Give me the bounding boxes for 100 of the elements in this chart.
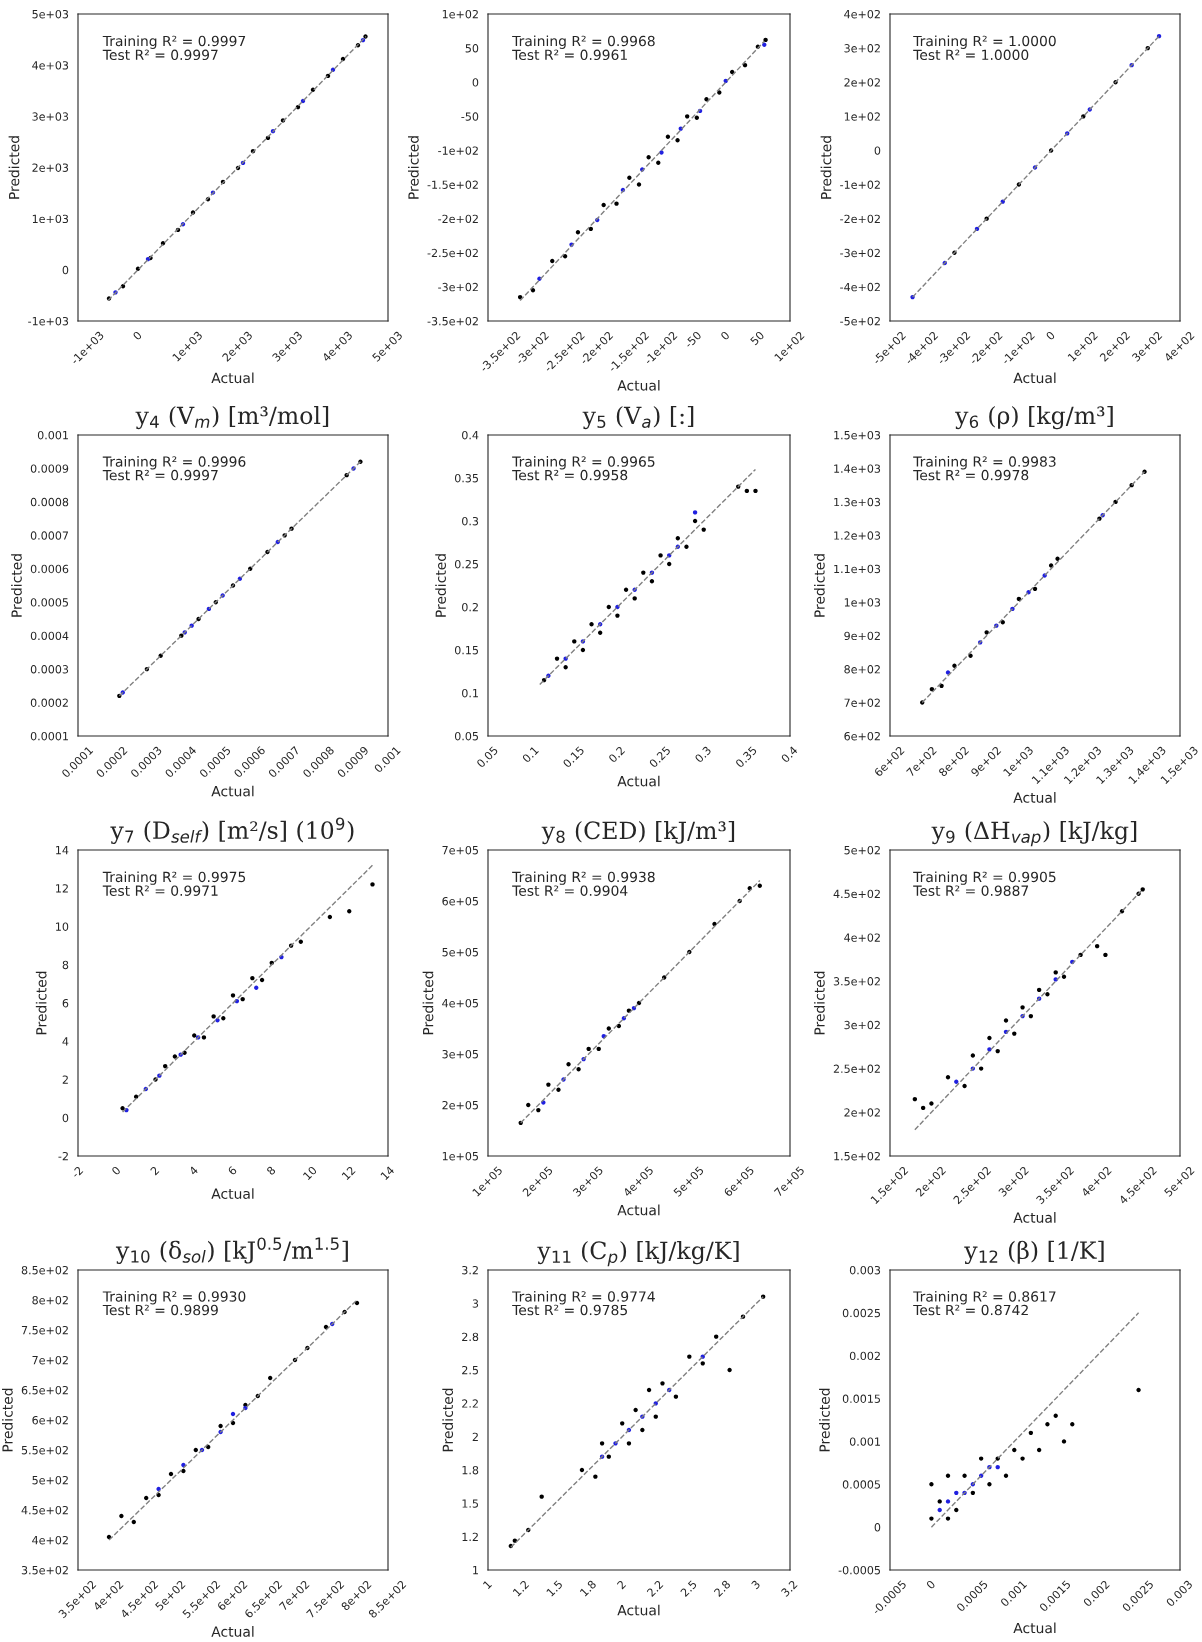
point [1053,970,1058,975]
y-tick-label: 1.2 [462,1532,478,1541]
y-tick-label: 9e+02 [844,631,880,641]
y-tick-label: 7e+05 [442,845,478,855]
point [1028,1013,1034,1019]
x-axis-title: Actual [211,372,254,384]
x-tick-label: 3.2 [780,1579,798,1597]
point [1045,992,1050,997]
y-tick-label: 1e+03 [844,598,881,607]
y-tick-label: 3e+02 [844,44,880,53]
y-axis-title: Predicted [422,971,434,1035]
y-tick-label: 5e+03 [32,9,69,19]
y-tick-label: -2 [58,1151,68,1161]
annotation: Test R² = 0.9997 [102,469,218,481]
annotation: Test R² = 0.9978 [913,469,1029,481]
chart-title: y$_{10}$ (δ$_{sol}$) [kJ$^{0.5}$/m$^{1.5}$] [115,1237,348,1264]
y-tick-label: 4e+05 [442,998,478,1008]
y-tick-label: 8e+02 [32,1295,68,1305]
point [218,1423,223,1429]
y-tick-label: 6e+02 [844,731,880,741]
chart-title: y$_{12}$ (β) [1/K] [964,1240,1104,1265]
x-tick-label: 0 [720,330,730,341]
point [929,1101,934,1106]
x-tick-label: 0.1 [521,745,539,764]
point [633,1407,638,1413]
annotation: Training R² = 0.9905 [913,871,1056,885]
point [354,1300,360,1306]
point [692,518,698,524]
point [530,288,536,293]
x-tick-label: 0 [1045,330,1056,341]
annotation: Test R² = 1.0000 [913,49,1029,61]
point [641,570,646,575]
y-tick-label: 7e+02 [32,1355,68,1365]
y-tick-label: 3 [472,1299,479,1308]
annotation: Training R² = 0.9774 [512,1291,655,1305]
point [1012,1447,1017,1453]
point [920,1105,926,1111]
annotation: Training R² = 0.9968 [512,35,655,49]
point [201,1035,207,1040]
y-tick-label: 8 [62,960,69,970]
point [106,1534,112,1540]
x-axis-title: Actual [1013,372,1056,384]
x-tick-label: 0.4 [780,745,799,764]
x-axis-title: Actual [617,379,660,391]
point [597,630,603,635]
x-axis-title: Actual [1013,1212,1056,1223]
x-axis-title: Actual [1013,792,1056,803]
point [1020,1456,1025,1461]
point [230,993,236,998]
chart-title: y$_{9}$ (ΔH$_{vap}$) [kJ/kg] [931,820,1137,847]
y-tick-label: 0.35 [454,473,478,483]
point [984,630,989,635]
y-tick-label: 1.3e+03 [834,497,881,507]
y-tick-label: -3e+02 [840,248,880,258]
y-tick-label: 0.2 [462,602,478,612]
point [660,1381,665,1386]
x-tick-label: 1 [482,1579,492,1590]
y-tick-label: 0.0003 [30,665,69,674]
point [757,883,762,888]
annotation: Training R² = 0.8617 [913,1291,1056,1305]
x-tick-label: 0 [132,330,143,341]
x-axis-title: Actual [211,1188,254,1199]
y-tick-label: 0.05 [454,731,478,741]
x-axis-title: Actual [211,1626,254,1637]
y-tick-label: 4.5e+02 [21,1505,68,1515]
x-axis-title: Actual [617,1204,660,1216]
x-axis-title: Actual [617,775,660,787]
chart-title: y$_{11}$ (C$_{p}$) [kJ/kg/K] [537,1240,739,1267]
point [240,996,245,1002]
x-tick-label: 6 [227,1165,238,1176]
annotation: Test R² = 0.9961 [512,49,627,61]
point [606,1454,611,1459]
point [230,1420,236,1426]
point [945,1516,951,1521]
y-tick-label: 0 [62,265,69,275]
y-tick-label: 4.5e+02 [833,889,880,899]
y-tick-label: 0 [874,146,881,155]
y-tick-label: 2.5 [462,1365,478,1375]
point [1016,596,1022,602]
y-tick-label: 8.5e+02 [21,1265,68,1275]
point [615,613,620,618]
point [1136,1387,1141,1393]
y-tick-label: 4e+02 [844,9,880,19]
point [742,62,748,68]
annotation: Test R² = 0.9887 [913,885,1029,896]
annotation: Training R² = 0.9965 [512,456,655,470]
point [526,1102,531,1108]
point [978,1456,984,1461]
y-tick-label: 3e+02 [844,1020,880,1030]
y-tick-label: 1 [473,1566,478,1575]
point [685,114,690,119]
point [606,604,611,610]
point [221,1016,226,1021]
point [945,1075,951,1080]
point [1094,943,1100,949]
y-tick-label: 4e+02 [844,933,880,942]
y-tick-label: 12 [56,884,68,893]
y-tick-label: 0.15 [454,645,478,655]
annotation: Training R² = 1.0000 [913,35,1056,49]
point [712,921,717,927]
